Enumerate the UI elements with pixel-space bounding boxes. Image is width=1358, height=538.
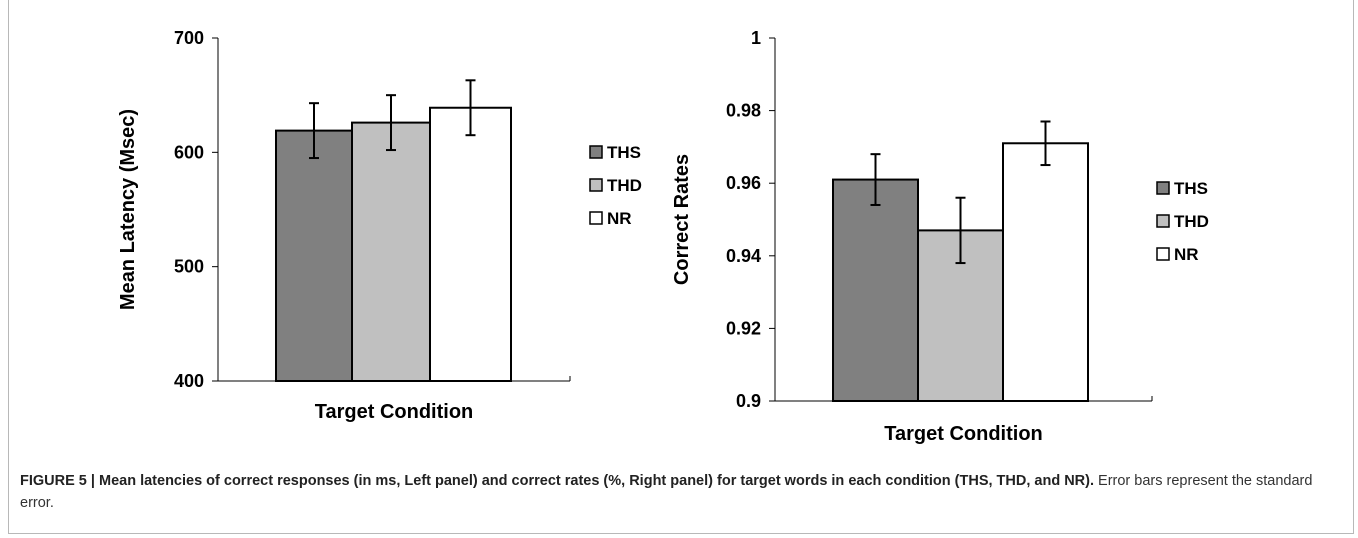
y-axis-label: Mean Latency (Msec) (117, 109, 139, 310)
legend-swatch-nr (589, 211, 603, 225)
y-tick-label: 0.96 (726, 173, 761, 193)
figure-frame (8, 0, 1354, 534)
bar-ths (275, 129, 353, 382)
legend-label-ths: THS (1174, 179, 1208, 198)
legend-swatch-thd (1156, 214, 1170, 228)
legend-label-nr: NR (1174, 245, 1199, 264)
x-axis-label: Target Condition (884, 423, 1043, 445)
figure-caption: FIGURE 5 | Mean latencies of correct res… (20, 470, 1340, 514)
y-tick-label: 600 (174, 142, 204, 162)
bar-nr (429, 106, 512, 382)
y-tick-label: 0.94 (726, 246, 761, 266)
y-tick-label: 0.92 (726, 318, 761, 338)
y-tick-label: 0.98 (726, 101, 761, 121)
y-tick-label: 700 (174, 28, 204, 48)
y-tick-label: 500 (174, 257, 204, 277)
y-tick-label: 400 (174, 371, 204, 391)
chart-panel-2: 0.9 0.92 0.94 0.96 0.98 1 Correct Rates Target … (671, 28, 1209, 445)
legend-swatch-ths (589, 145, 603, 159)
legend-swatch-ths (1156, 181, 1170, 195)
bar-thd (351, 121, 431, 383)
caption-lead: FIGURE 5 | Mean latencies of correct res… (20, 473, 1095, 489)
caption-rest: Error bars represent the standard error. (20, 473, 1313, 511)
bar-ths (832, 178, 919, 402)
legend-label-thd: THD (1174, 212, 1209, 231)
y-tick-label: 1 (751, 28, 761, 48)
bar-nr (1002, 142, 1089, 403)
y-axis-label: Correct Rates (671, 154, 693, 285)
legend-swatch-nr (1156, 247, 1170, 261)
y-tick-label: 0.9 (736, 391, 761, 411)
legend-label-nr: NR (607, 209, 632, 228)
chart-panel-1: 400 500 600 700 Mean Latency (Msec) Target Co… (117, 28, 642, 423)
x-axis-label: Target Condition (315, 401, 474, 423)
legend-label-ths: THS (607, 143, 641, 162)
legend-label-thd: THD (607, 176, 642, 195)
figure-charts: 400 500 600 700 Mean Latency (Msec) Target Co… (117, 28, 1209, 445)
legend-swatch-thd (589, 178, 603, 192)
